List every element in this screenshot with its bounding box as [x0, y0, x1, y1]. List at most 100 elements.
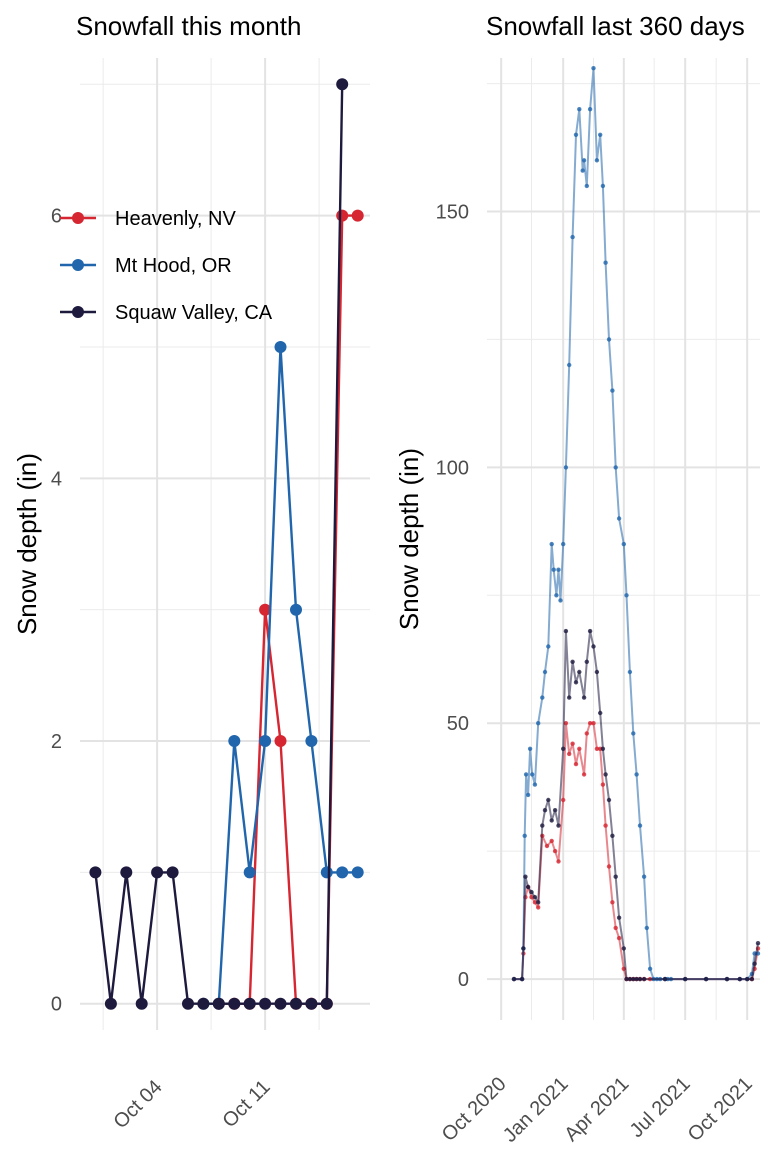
data-point	[546, 797, 551, 803]
data-point	[749, 976, 755, 982]
data-point	[584, 659, 589, 664]
data-point	[703, 976, 709, 982]
data-point	[587, 628, 593, 634]
legend-key-dot	[72, 306, 84, 318]
data-point	[166, 866, 179, 879]
data-point	[621, 946, 626, 951]
y-tick-label: 150	[436, 202, 469, 224]
data-point	[182, 997, 194, 1010]
chart-title: Snowfall last 360 days	[486, 11, 745, 41]
data-point	[598, 710, 603, 716]
data-point	[529, 889, 534, 895]
data-point	[591, 644, 596, 649]
data-point	[752, 961, 757, 966]
data-point	[556, 823, 561, 828]
data-point	[606, 864, 612, 869]
data-point	[624, 976, 629, 982]
y-tick-label: 6	[51, 206, 62, 228]
data-point	[613, 874, 618, 879]
data-point	[336, 866, 349, 879]
x-tick-label: Oct 11	[218, 1076, 274, 1132]
data-point	[228, 735, 241, 747]
data-point	[351, 209, 364, 222]
data-point	[641, 874, 647, 879]
data-point	[519, 976, 525, 982]
data-point	[529, 895, 534, 900]
data-point	[135, 997, 148, 1010]
data-point	[120, 866, 133, 879]
data-point	[540, 823, 545, 828]
data-point	[549, 838, 554, 844]
data-point	[552, 848, 558, 854]
data-point	[745, 976, 750, 982]
legend: Heavenly, NV Mt Hood, OR Squaw Valley, CA	[60, 208, 273, 324]
data-point	[542, 808, 548, 813]
data-point	[683, 976, 688, 982]
y-tick-label: 50	[447, 713, 469, 735]
data-point	[525, 792, 531, 798]
data-point	[587, 107, 593, 112]
data-point	[544, 843, 550, 849]
data-point	[581, 772, 587, 777]
data-point	[561, 797, 566, 803]
data-point	[627, 976, 633, 982]
data-point	[737, 976, 742, 982]
y-axis-label: Snow depth (in)	[394, 448, 424, 630]
x-tick-label: Oct 2021	[684, 1073, 757, 1146]
data-point	[290, 603, 302, 616]
legend-label: Mt Hood, OR	[115, 255, 232, 277]
series-line	[203, 345, 358, 1005]
data-point	[594, 158, 600, 163]
data-point	[641, 976, 647, 982]
data-point	[573, 680, 579, 685]
data-point	[591, 721, 596, 726]
data-point	[631, 976, 636, 982]
data-point	[536, 900, 541, 905]
data-point	[259, 997, 272, 1010]
data-point	[600, 782, 606, 787]
y-tick-label: 0	[458, 969, 469, 991]
data-point	[89, 866, 102, 879]
data-point	[536, 721, 541, 726]
data-point	[606, 337, 612, 342]
data-point	[570, 659, 575, 664]
data-point	[104, 997, 117, 1010]
y-tick-label: 2	[51, 731, 62, 753]
data-point	[305, 997, 318, 1010]
data-point	[600, 746, 606, 751]
data-point	[527, 746, 533, 751]
data-point	[540, 695, 545, 700]
data-point	[554, 593, 559, 598]
data-point	[610, 388, 615, 393]
data-point	[603, 260, 608, 265]
data-point	[336, 78, 349, 91]
data-point	[212, 997, 225, 1010]
data-point	[274, 997, 287, 1010]
data-point	[290, 997, 302, 1010]
data-point	[259, 603, 272, 616]
data-point	[530, 772, 535, 777]
data-point	[320, 997, 333, 1010]
data-point	[551, 567, 556, 572]
data-point	[644, 925, 649, 931]
data-point	[570, 234, 575, 240]
data-point	[259, 735, 272, 747]
data-point	[561, 746, 566, 751]
data-point	[577, 746, 582, 751]
data-point	[577, 107, 582, 112]
data-point	[556, 567, 561, 572]
data-point	[523, 772, 529, 777]
data-point	[662, 976, 668, 982]
data-point	[532, 782, 538, 787]
data-point	[637, 976, 643, 982]
data-point	[755, 941, 761, 946]
data-point	[552, 808, 558, 813]
data-point	[594, 669, 600, 675]
data-point	[591, 66, 596, 71]
data-point	[621, 541, 626, 547]
data-point	[724, 976, 730, 982]
data-point	[274, 341, 287, 353]
legend-label: Heavenly, NV	[115, 208, 236, 230]
